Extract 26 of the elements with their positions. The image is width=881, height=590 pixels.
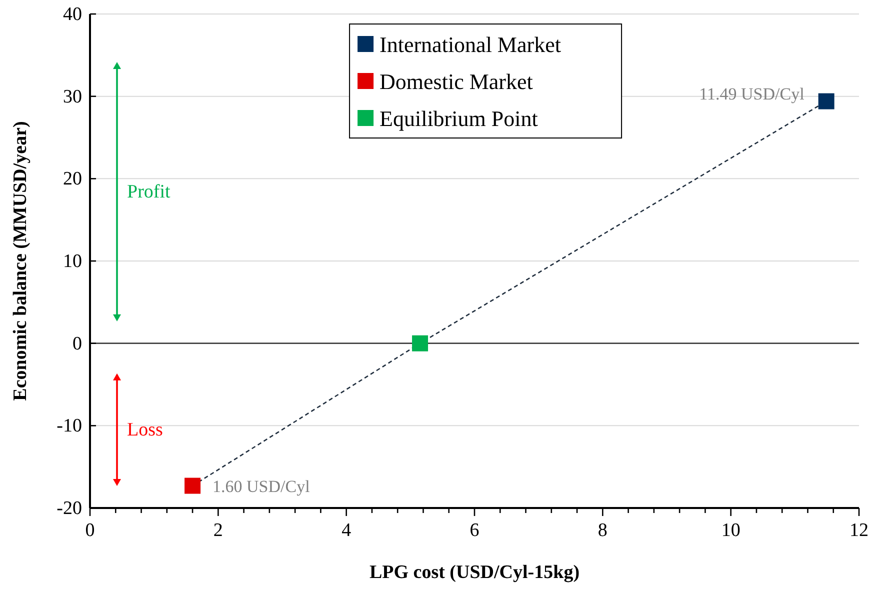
y-tick-label: 40: [63, 4, 82, 25]
y-tick-label: 30: [63, 86, 82, 108]
y-tick-label: -20: [56, 498, 82, 519]
y-axis-title: Economic balance (MMUSD/year): [10, 121, 31, 401]
y-tick-label: 20: [63, 168, 82, 190]
y-tick-label: -10: [56, 416, 82, 437]
point: [412, 335, 428, 352]
legend-label: Equilibrium Point: [380, 106, 538, 131]
x-tick-label: 8: [598, 520, 608, 541]
x-tick-label: 2: [213, 520, 223, 541]
annotation: Profit: [127, 182, 171, 203]
legend-label: International Market: [380, 32, 561, 57]
x-tick-label: 6: [470, 520, 480, 541]
x-tick-label: 4: [342, 520, 352, 541]
x-tick-label: 0: [85, 520, 95, 541]
annotation: Loss: [127, 420, 163, 441]
y-tick-label: 10: [63, 251, 82, 272]
annotation: 1.60 USD/Cyl: [212, 476, 310, 496]
y-tick-label: 0: [72, 333, 82, 354]
x-tick-label: 10: [721, 520, 740, 541]
x-axis-title: LPG cost (USD/Cyl-15kg): [369, 562, 580, 583]
x-tick-label: 12: [850, 520, 868, 541]
point: [818, 93, 834, 110]
annotation: 11.49 USD/Cyl: [699, 84, 805, 104]
legend-label: Domestic Market: [380, 69, 533, 94]
point: [184, 478, 201, 494]
